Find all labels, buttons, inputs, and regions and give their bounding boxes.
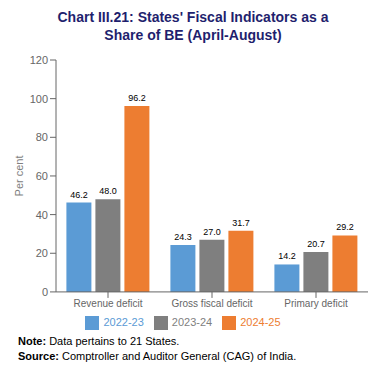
html-text:Share of BE (April-August): Share of BE (April-August) (104, 27, 282, 43)
svg-text:Revenue deficit: Revenue deficit (74, 298, 143, 309)
html-text:Chart III.21: States' Fiscal I: Chart III.21: States' Fiscal Indicators … (57, 9, 329, 25)
svg-text:20.7: 20.7 (307, 239, 325, 249)
svg-text:0: 0 (42, 286, 48, 298)
svg-text:27.0: 27.0 (203, 227, 221, 237)
html-text:2023-24: 2023-24 (171, 315, 213, 328)
html-text:Note: Data pertains to 21 Stat: Note: Data pertains to 21 States. (18, 335, 180, 347)
html-text:Source: Comptroller and Audito: Source: Comptroller and Auditor General … (18, 350, 297, 362)
svg-text:96.2: 96.2 (128, 93, 146, 103)
svg-text:120: 120 (30, 54, 48, 66)
html-text:2024-25: 2024-25 (240, 315, 281, 328)
svg-text:Per cent: Per cent (13, 155, 25, 196)
svg-text:24.3: 24.3 (174, 232, 192, 242)
svg-text:Primary deficit: Primary deficit (284, 298, 348, 309)
svg-text:100: 100 (30, 93, 48, 105)
svg-text:40: 40 (36, 209, 48, 221)
svg-text:20: 20 (36, 247, 48, 259)
svg-text:14.2: 14.2 (278, 251, 296, 261)
svg-text:48.0: 48.0 (99, 186, 117, 196)
svg-text:31.7: 31.7 (232, 218, 250, 228)
svg-text:60: 60 (36, 170, 48, 182)
svg-text:46.2: 46.2 (70, 190, 88, 200)
svg-text:80: 80 (36, 131, 48, 143)
svg-text:Gross fiscal deficit: Gross fiscal deficit (171, 298, 252, 309)
svg-text:29.2: 29.2 (336, 222, 354, 232)
html-text:2022-23: 2022-23 (103, 315, 144, 328)
